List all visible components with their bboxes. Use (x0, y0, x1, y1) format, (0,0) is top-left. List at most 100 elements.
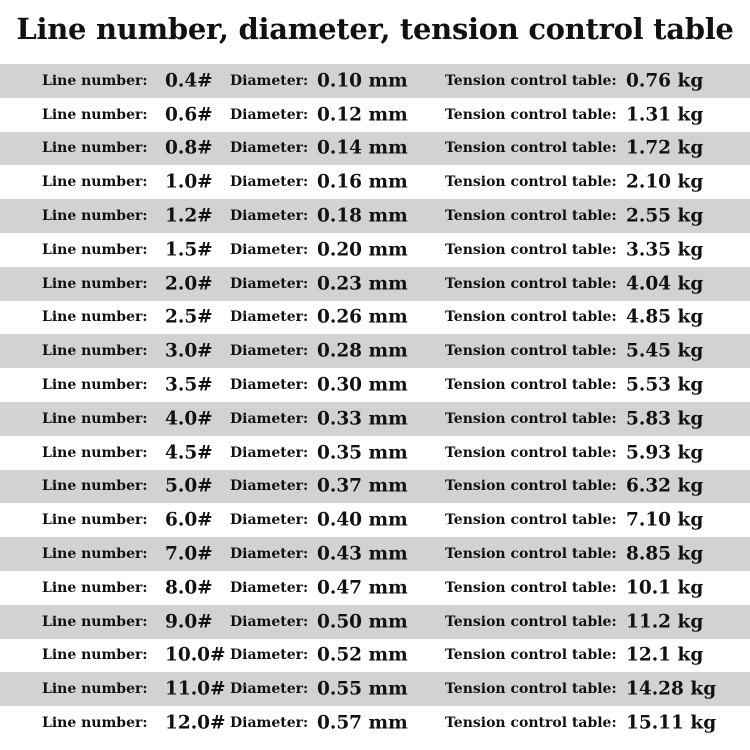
line-label: Line number: (42, 140, 148, 157)
spec-table: Line number: 0.4# Diameter: 0.10 mm Tension … (0, 64, 750, 740)
line-number-value: 10.0# (165, 644, 226, 666)
table-row: Line number: 2.0# Diameter: 0.23 mm Tension … (0, 266, 750, 301)
line-number-value: 3.5# (165, 374, 213, 396)
tension-label: Tension control table: (445, 546, 617, 563)
line-number-value: 0.6# (165, 104, 213, 126)
tension-value: 3.35 kg (626, 239, 704, 261)
tension-label: Tension control table: (445, 377, 617, 394)
diameter-value: 0.20 mm (317, 239, 408, 261)
diameter-label: Diameter: (230, 377, 309, 394)
line-label: Line number: (42, 106, 148, 123)
tension-value: 1.72 kg (626, 137, 704, 159)
diameter-value: 0.55 mm (317, 678, 408, 700)
tension-label: Tension control table: (445, 613, 617, 630)
diameter-label: Diameter: (230, 681, 309, 698)
tension-label: Tension control table: (445, 241, 617, 258)
diameter-label: Diameter: (230, 410, 309, 427)
line-label: Line number: (42, 275, 148, 292)
table-row: Line number: 1.2# Diameter: 0.18 mm Tension … (0, 199, 750, 233)
line-number-value: 7.0# (165, 543, 213, 565)
diameter-value: 0.18 mm (317, 205, 408, 227)
tension-label: Tension control table: (445, 275, 617, 292)
diameter-value: 0.33 mm (317, 408, 408, 430)
tension-value: 1.31 kg (626, 104, 704, 126)
table-row: Line number: 4.0# Diameter: 0.33 mm Tension … (0, 401, 750, 436)
diameter-label: Diameter: (230, 241, 309, 258)
diameter-value: 0.28 mm (317, 340, 408, 362)
table-row: Line number: 7.0# Diameter: 0.43 mm Tension … (0, 537, 750, 571)
diameter-label: Diameter: (230, 106, 309, 123)
line-number-value: 6.0# (165, 509, 213, 531)
diameter-label: Diameter: (230, 478, 309, 495)
table-row: Line number: 0.4# Diameter: 0.10 mm Tension … (0, 64, 750, 98)
diameter-value: 0.23 mm (317, 273, 408, 295)
diameter-label: Diameter: (230, 309, 309, 326)
line-label: Line number: (42, 174, 148, 191)
diameter-value: 0.30 mm (317, 374, 408, 396)
diameter-value: 0.57 mm (317, 712, 408, 734)
tension-value: 4.04 kg (626, 273, 704, 295)
tension-label: Tension control table: (445, 72, 617, 89)
diameter-value: 0.12 mm (317, 104, 408, 126)
tension-label: Tension control table: (445, 140, 617, 157)
tension-value: 14.28 kg (626, 678, 717, 700)
diameter-value: 0.14 mm (317, 137, 408, 159)
tension-value: 12.1 kg (626, 644, 704, 666)
diameter-label: Diameter: (230, 546, 309, 563)
tension-value: 0.76 kg (626, 70, 704, 92)
tension-label: Tension control table: (445, 478, 617, 495)
diameter-value: 0.37 mm (317, 475, 408, 497)
tension-value: 11.2 kg (626, 611, 704, 633)
line-label: Line number: (42, 208, 148, 225)
table-row: Line number: 12.0# Diameter: 0.57 mm Tension… (0, 706, 750, 740)
line-label: Line number: (42, 478, 148, 495)
diameter-value: 0.35 mm (317, 442, 408, 464)
diameter-value: 0.10 mm (317, 70, 408, 92)
diameter-label: Diameter: (230, 343, 309, 360)
tension-value: 10.1 kg (626, 577, 704, 599)
line-number-value: 4.0# (165, 408, 213, 430)
line-label: Line number: (42, 343, 148, 360)
line-number-value: 1.2# (165, 205, 213, 227)
diameter-value: 0.43 mm (317, 543, 408, 565)
line-number-value: 0.4# (165, 70, 213, 92)
tension-value: 4.85 kg (626, 306, 704, 328)
table-row: Line number: 3.5# Diameter: 0.30 mm Tension … (0, 368, 750, 402)
line-number-value: 1.0# (165, 171, 213, 193)
table-row: Line number: 6.0# Diameter: 0.40 mm Tension … (0, 503, 750, 537)
diameter-label: Diameter: (230, 444, 309, 461)
line-label: Line number: (42, 613, 148, 630)
tension-label: Tension control table: (445, 579, 617, 596)
table-row: Line number: 0.8# Diameter: 0.14 mm Tension … (0, 131, 750, 166)
line-label: Line number: (42, 512, 148, 529)
tension-label: Tension control table: (445, 715, 617, 732)
diameter-value: 0.40 mm (317, 509, 408, 531)
diameter-value: 0.26 mm (317, 306, 408, 328)
table-row: Line number: 5.0# Diameter: 0.37 mm Tension … (0, 469, 750, 504)
diameter-label: Diameter: (230, 275, 309, 292)
line-number-value: 9.0# (165, 611, 213, 633)
table-row: Line number: 10.0# Diameter: 0.52 mm Tension… (0, 639, 750, 673)
tension-label: Tension control table: (445, 512, 617, 529)
diameter-value: 0.16 mm (317, 171, 408, 193)
page-title: Line number, diameter, tension control t… (16, 12, 734, 46)
tension-label: Tension control table: (445, 208, 617, 225)
diameter-value: 0.52 mm (317, 644, 408, 666)
tension-label: Tension control table: (445, 343, 617, 360)
tension-value: 2.10 kg (626, 171, 704, 193)
line-number-value: 2.5# (165, 306, 213, 328)
diameter-label: Diameter: (230, 512, 309, 529)
tension-value: 6.32 kg (626, 475, 704, 497)
diameter-label: Diameter: (230, 613, 309, 630)
table-row: Line number: 1.5# Diameter: 0.20 mm Tension … (0, 233, 750, 267)
line-label: Line number: (42, 647, 148, 664)
tension-value: 5.93 kg (626, 442, 704, 464)
tension-value: 5.83 kg (626, 408, 704, 430)
table-row: Line number: 1.0# Diameter: 0.16 mm Tension … (0, 165, 750, 199)
line-label: Line number: (42, 309, 148, 326)
line-number-value: 0.8# (165, 137, 213, 159)
line-number-value: 1.5# (165, 239, 213, 261)
table-row: Line number: 3.0# Diameter: 0.28 mm Tension … (0, 334, 750, 369)
line-label: Line number: (42, 546, 148, 563)
line-label: Line number: (42, 681, 148, 698)
